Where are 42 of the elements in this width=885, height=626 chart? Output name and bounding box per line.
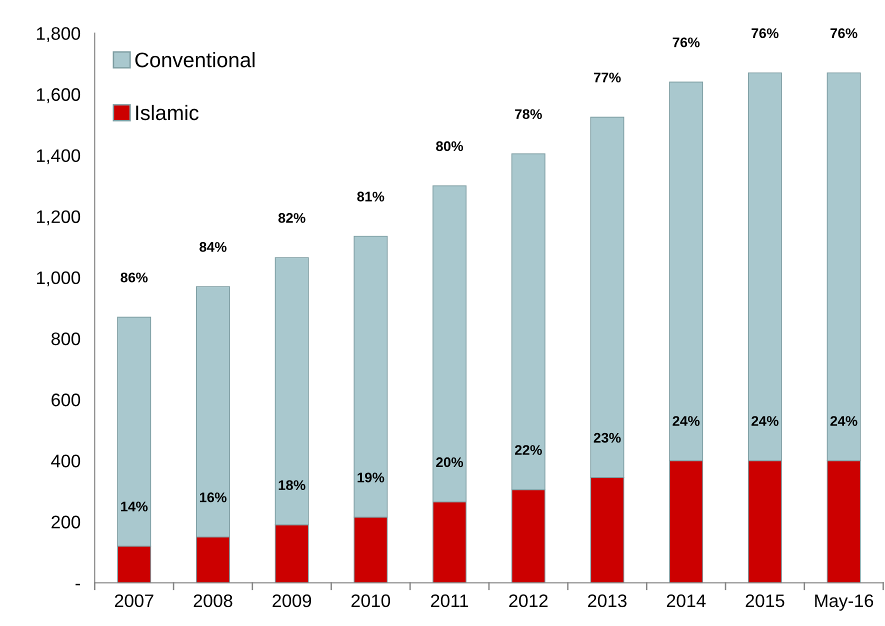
x-tick-label: May-16 <box>815 594 874 611</box>
legend-label: Islamic <box>136 104 199 120</box>
x-tick-label: 2009 <box>272 594 312 608</box>
y-tick-label: 1,600 <box>37 88 80 104</box>
x-tick-label: 2010 <box>352 594 390 608</box>
annotation: 20% <box>436 457 464 468</box>
annotation: 19% <box>358 472 384 482</box>
annotation: 81% <box>357 192 384 202</box>
annotation: 86% <box>120 272 148 282</box>
annotation: 23% <box>594 432 621 443</box>
x-tick-label: 2007 <box>114 594 154 608</box>
annotation: 77% <box>594 72 621 82</box>
annotation: 82% <box>278 213 306 223</box>
y-tick-label: 1,400 <box>37 149 80 164</box>
annotation: 16% <box>200 492 227 502</box>
y-tick-label: 600 <box>52 394 80 406</box>
y-tick-label: 200 <box>52 516 80 528</box>
y-tick-label: 1,800 <box>37 27 80 42</box>
x-tick-label: 2011 <box>431 594 468 608</box>
annotation: 14% <box>121 502 148 512</box>
y-tick-label: 1,000 <box>37 271 80 286</box>
x-tick-label: 2008 <box>194 594 232 608</box>
x-tick-label: 2012 <box>509 594 548 608</box>
legend-label: Conventional <box>135 52 254 68</box>
annotation: 24% <box>672 416 700 426</box>
annotation: 76% <box>752 28 778 38</box>
y-tick-label: 800 <box>51 332 80 346</box>
annotation: 18% <box>278 480 306 490</box>
y-tick-label: 1,200 <box>37 210 80 226</box>
annotation: 24% <box>752 416 778 426</box>
annotation: 24% <box>830 416 858 426</box>
x-tick-label: 2013 <box>588 594 627 608</box>
annotation: 78% <box>515 109 542 120</box>
y-tick-label: - <box>76 584 80 586</box>
x-tick-label: 2015 <box>746 594 784 608</box>
annotation: 76% <box>672 37 700 48</box>
annotation: 80% <box>436 141 464 152</box>
annotation: 22% <box>514 445 542 455</box>
annotation: 84% <box>200 242 227 252</box>
y-tick-label: 400 <box>51 454 80 468</box>
annotation: 76% <box>830 28 858 38</box>
x-tick-label: 2014 <box>666 594 706 608</box>
